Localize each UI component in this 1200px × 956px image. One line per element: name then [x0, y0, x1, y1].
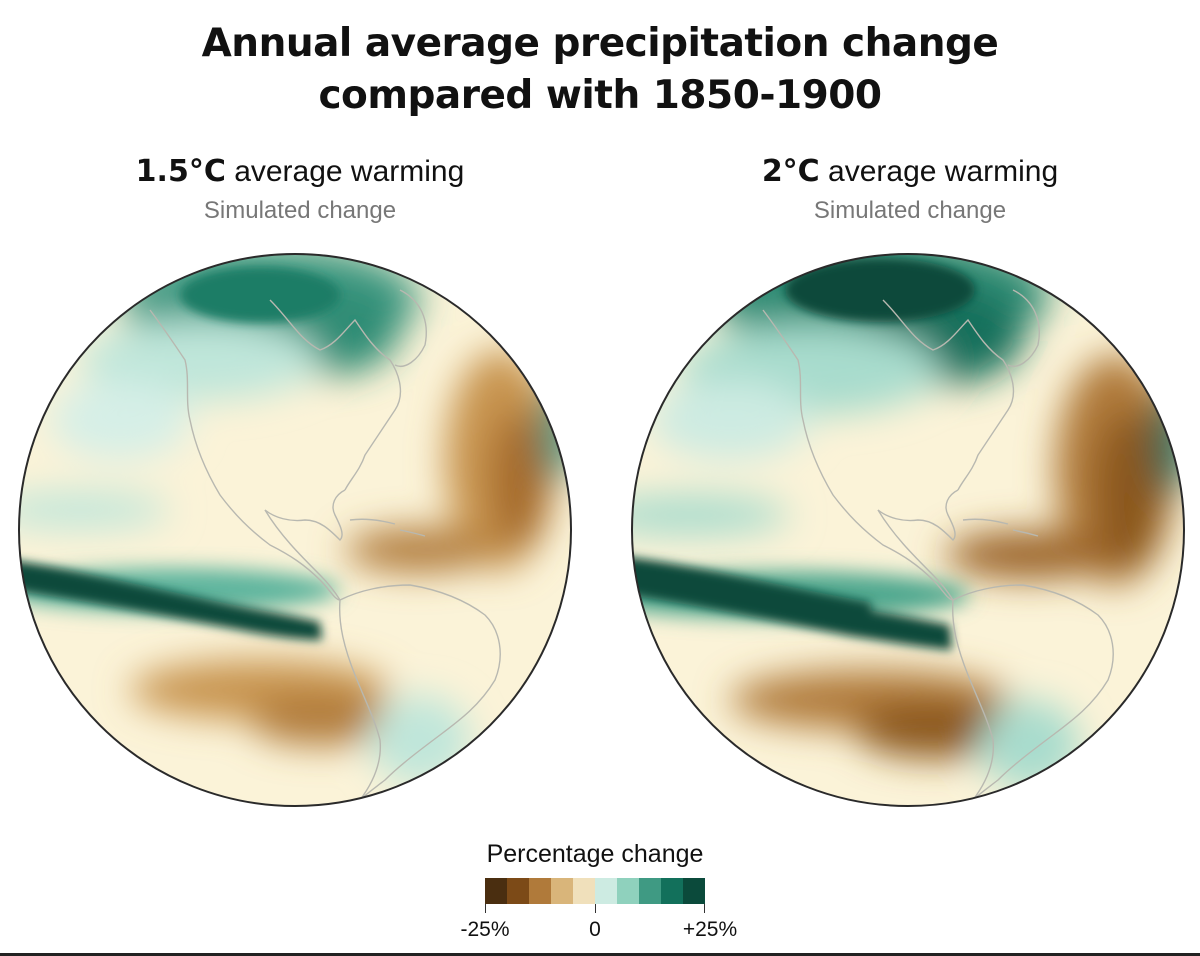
warming-level-label: 1.5°C — [135, 154, 226, 189]
title-line-2: compared with 1850-1900 — [318, 73, 882, 118]
globe-1-5c — [19, 254, 571, 806]
color-legend: Percentage change -25% 0 +25% — [440, 840, 750, 950]
globe-outline — [631, 253, 1185, 807]
legend-swatch — [639, 878, 661, 904]
legend-title: Percentage change — [486, 840, 704, 868]
panel-subtitle: Simulated change — [813, 197, 1007, 224]
legend-tick-min — [485, 904, 486, 913]
title-line-1: Annual average precipitation change — [201, 21, 999, 66]
legend-label-mid: 0 — [589, 918, 601, 941]
legend-swatch — [683, 878, 705, 904]
legend-swatch — [551, 878, 573, 904]
legend-swatch — [529, 878, 551, 904]
legend-label-min: -25% — [460, 918, 510, 941]
panel-subtitle: Simulated change — [203, 197, 397, 224]
panel-heading-1-5c: 1.5°C average warming Simulated change — [0, 154, 600, 226]
legend-swatch — [573, 878, 595, 904]
warming-suffix: average warming — [234, 155, 465, 188]
legend-tick-max — [704, 904, 705, 913]
legend-tick-mid — [595, 904, 596, 913]
legend-swatch — [595, 878, 617, 904]
legend-label-max: +25% — [682, 918, 738, 941]
legend-swatch — [485, 878, 507, 904]
legend-swatch — [507, 878, 529, 904]
warming-level-label: 2°C — [761, 154, 820, 189]
warming-suffix: average warming — [828, 155, 1059, 188]
chart-title: Annual average precipitation change comp… — [0, 18, 1200, 122]
bottom-rule — [0, 953, 1200, 956]
legend-swatch — [661, 878, 683, 904]
globe-2c — [632, 254, 1184, 806]
globe-outline — [18, 253, 572, 807]
legend-swatch — [617, 878, 639, 904]
panel-heading-2c: 2°C average warming Simulated change — [610, 154, 1200, 226]
